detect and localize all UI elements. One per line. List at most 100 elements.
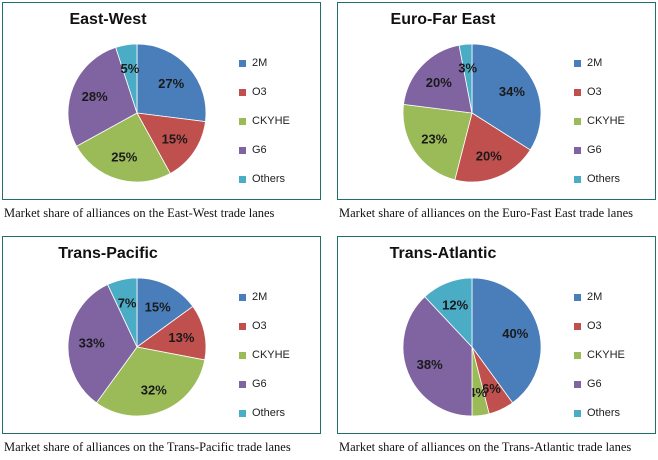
data-label-g6: 20% bbox=[426, 75, 452, 90]
legend: 2M O3 CKYHE G6 Others bbox=[239, 53, 290, 198]
legend-label: 2M bbox=[252, 57, 268, 69]
chart-caption: Market share of alliances on the Euro-Fa… bbox=[339, 206, 633, 220]
legend-item-2m: 2M bbox=[574, 287, 625, 307]
data-label-ckyhe: 23% bbox=[421, 132, 447, 147]
pie-slice-2m bbox=[136, 277, 194, 348]
legend-swatch bbox=[239, 409, 246, 417]
pie-slice-others bbox=[458, 43, 473, 114]
chart-panel-trans-atlantic: Trans-Atlantic 40% 6% 4% 38% 12% 2M O3 CKYHE G6… bbox=[337, 236, 656, 458]
data-label-g6: 38% bbox=[417, 357, 443, 372]
chart-caption: Market share of alliances on the East-We… bbox=[4, 206, 275, 220]
data-label-others: 7% bbox=[118, 296, 137, 311]
pie-slice-g6 bbox=[402, 296, 473, 417]
data-label-others: 3% bbox=[458, 61, 477, 76]
chart-title: Trans-Atlantic bbox=[389, 245, 497, 262]
legend-label: Others bbox=[252, 173, 286, 185]
data-label-ckyhe: 32% bbox=[141, 382, 167, 397]
legend-swatch bbox=[574, 88, 581, 96]
legend-item-2m: 2M bbox=[574, 53, 625, 73]
legend-swatch bbox=[239, 293, 246, 301]
pie-slice-2m bbox=[471, 277, 542, 404]
pie-slice-others bbox=[107, 277, 138, 348]
legend-swatch bbox=[239, 59, 246, 67]
chart-panel-east-west: East-West 27% 15% 25% 28% 5% 2M O3 CKYHE G6 Othe… bbox=[2, 2, 321, 224]
legend-swatch bbox=[574, 175, 581, 183]
legend-item-ckyhe: CKYHE bbox=[574, 111, 625, 131]
legend-item-ckyhe: CKYHE bbox=[239, 345, 290, 365]
legend-label: G6 bbox=[587, 378, 602, 390]
legend-item-others: Others bbox=[574, 403, 625, 423]
legend-swatch bbox=[239, 351, 246, 359]
legend-swatch bbox=[574, 59, 581, 67]
legend-label: G6 bbox=[252, 144, 267, 156]
pie-slice-o3 bbox=[136, 305, 207, 361]
legend-item-o3: O3 bbox=[574, 316, 625, 336]
data-label-others: 5% bbox=[121, 61, 140, 76]
legend-item-ckyhe: CKYHE bbox=[574, 345, 625, 365]
data-label-2m: 40% bbox=[502, 326, 528, 341]
chart-frame: Trans-Atlantic 40% 6% 4% 38% 12% 2M O3 CKYHE G6… bbox=[337, 236, 656, 434]
legend-label: CKYHE bbox=[587, 115, 625, 127]
legend-label: CKYHE bbox=[252, 349, 290, 361]
legend-swatch bbox=[239, 88, 246, 96]
legend-item-2m: 2M bbox=[239, 53, 290, 73]
legend-swatch bbox=[239, 322, 246, 330]
chart-title: Euro-Far East bbox=[390, 11, 496, 28]
legend-item-others: Others bbox=[239, 403, 290, 423]
pie-chart: 34% 20% 23% 20% 3% bbox=[402, 43, 542, 183]
legend-swatch bbox=[239, 380, 246, 388]
legend-label: O3 bbox=[252, 320, 267, 332]
chart-panel-euro-far-east: Euro-Far East 34% 20% 23% 20% 3% 2M O3 CKYHE G6… bbox=[337, 2, 656, 224]
legend-item-others: Others bbox=[574, 169, 625, 189]
legend-label: CKYHE bbox=[252, 115, 290, 127]
pie-chart: 40% 6%4% 38% 12% bbox=[402, 277, 542, 417]
chart-caption: Market share of alliances on the Trans-A… bbox=[339, 440, 632, 454]
pie-chart: 27% 15% 25% 28% 5% bbox=[67, 43, 207, 183]
pie-slice-o3 bbox=[136, 112, 206, 175]
legend-item-g6: G6 bbox=[574, 374, 625, 394]
pie-slice-others bbox=[424, 277, 473, 349]
legend: 2M O3 CKYHE G6 Others bbox=[574, 53, 625, 198]
legend-swatch bbox=[574, 380, 581, 388]
data-label-2m: 34% bbox=[499, 84, 525, 99]
legend-item-g6: G6 bbox=[239, 140, 290, 160]
pie-slice-g6 bbox=[67, 284, 138, 404]
legend-item-o3: O3 bbox=[239, 316, 290, 336]
legend-swatch bbox=[574, 146, 581, 154]
chart-caption: Market share of alliances on the Trans-P… bbox=[4, 440, 291, 454]
legend-label: 2M bbox=[587, 57, 603, 69]
pie-slice-ckyhe bbox=[402, 103, 473, 181]
data-label-o3: 20% bbox=[476, 148, 502, 163]
legend-item-g6: G6 bbox=[239, 374, 290, 394]
data-label-ckyhe: 25% bbox=[111, 150, 137, 165]
legend-swatch bbox=[239, 117, 246, 125]
chart-frame: Euro-Far East 34% 20% 23% 20% 3% 2M O3 CKYHE G6… bbox=[337, 2, 656, 200]
chart-title: Trans-Pacific bbox=[58, 245, 158, 262]
chart-panel-trans-pacific: Trans-Pacific 15% 13% 32% 33% 7% 2M O3 CKYHE G6… bbox=[2, 236, 321, 458]
pie-slice-o3 bbox=[454, 112, 531, 183]
legend-swatch bbox=[574, 117, 581, 125]
legend-item-others: Others bbox=[239, 169, 290, 189]
pie-slice-2m bbox=[136, 43, 207, 123]
legend-item-o3: O3 bbox=[239, 82, 290, 102]
pie-slice-ckyhe bbox=[75, 112, 171, 183]
legend-item-ckyhe: CKYHE bbox=[239, 111, 290, 131]
legend-swatch bbox=[574, 293, 581, 301]
legend-label: Others bbox=[587, 173, 621, 185]
data-label-ckyhe: 4% bbox=[468, 385, 487, 400]
legend-label: 2M bbox=[587, 291, 603, 303]
chart-frame: Trans-Pacific 15% 13% 32% 33% 7% 2M O3 CKYHE G6… bbox=[2, 236, 321, 434]
pie-slice-ckyhe bbox=[95, 346, 206, 417]
chart-title: East-West bbox=[69, 11, 147, 28]
legend-label: Others bbox=[252, 407, 286, 419]
chart-frame: East-West 27% 15% 25% 28% 5% 2M O3 CKYHE G6 Othe… bbox=[2, 2, 321, 200]
pie-slice-others bbox=[115, 43, 138, 114]
legend-label: 2M bbox=[252, 291, 268, 303]
data-label-2m: 27% bbox=[158, 76, 184, 91]
legend-label: G6 bbox=[587, 144, 602, 156]
legend: 2M O3 CKYHE G6 Others bbox=[574, 287, 625, 432]
legend-item-g6: G6 bbox=[574, 140, 625, 160]
legend-swatch bbox=[574, 409, 581, 417]
data-label-o3: 6% bbox=[482, 381, 501, 396]
legend-label: G6 bbox=[252, 378, 267, 390]
